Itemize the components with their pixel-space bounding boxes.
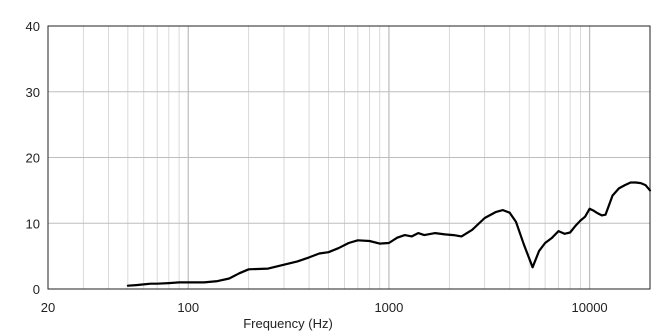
x-tick-label: 1000 [374,300,403,315]
grid [47,25,651,290]
x-tick-labels: 20 100 1000 10000 [41,300,608,315]
x-tick-label: 100 [177,300,199,315]
y-tick-label: 10 [26,216,40,231]
plot-border [47,25,651,290]
x-axis-label: Frequency (Hz) [243,316,333,331]
series-line [126,181,652,287]
plot-frame [47,25,651,290]
y-tick-label: 20 [26,151,40,166]
x-tick-label: 10000 [572,300,608,315]
y-tick-label: 40 [26,19,40,34]
y-tick-labels: 0 10 20 30 40 [26,19,40,297]
y-tick-label: 30 [26,85,40,100]
y-tick-label: 0 [33,282,40,297]
series-layer [126,181,652,287]
x-tick-label: 20 [41,300,55,315]
